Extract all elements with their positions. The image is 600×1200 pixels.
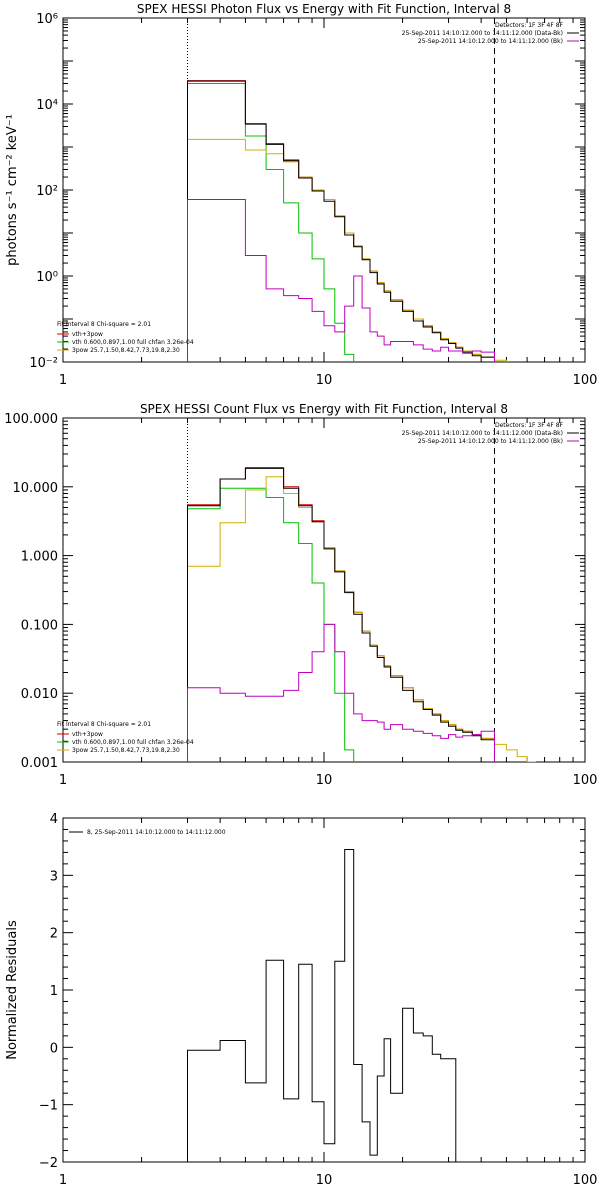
y-axis-label: Normalized Residuals xyxy=(5,920,20,1060)
y-tick-label: 10⁶ xyxy=(36,12,58,27)
series-3pow xyxy=(187,138,518,362)
panel-3: 1 10 100 −2 −1 0 1 2 3 4 Normalized Residuals 8, 25… xyxy=(5,812,597,1188)
x-tick-label: 10 xyxy=(316,773,333,788)
series-group xyxy=(187,80,518,362)
y-tick-label: 2 xyxy=(50,927,58,942)
y-tick-label: 0.010 xyxy=(21,687,58,702)
x-tick-label: 100 xyxy=(573,773,598,788)
y-tick-label: 10⁻² xyxy=(29,356,58,371)
y-tick-label: 4 xyxy=(50,812,58,827)
y-tick-label: 10⁴ xyxy=(36,98,58,113)
legend-fit-interval: Fit Interval 8 Chi-square = 2.01 xyxy=(57,321,151,328)
y-tick-label: 0 xyxy=(50,1041,58,1056)
legend-interval: 25-Sep-2011 14:10:12.000 to 14:11:12.000… xyxy=(402,30,563,37)
panel-1: SPEX HESSI Photon Flux vs Energy with Fi… xyxy=(5,2,597,388)
legend-fit-function: 3pow 25.7,1.50,8.42,7.73,19.8,2.30 xyxy=(72,347,180,354)
y-tick-label: 1 xyxy=(50,984,58,999)
x-tick-label: 1 xyxy=(59,773,67,788)
legend-fit-function: 3pow 25.7,1.50,8.42,7.73,19.8,2.30 xyxy=(72,747,180,754)
legend-fit-function: vth 0.600,0.897,1.00 full chfan 3.26e-04 xyxy=(72,739,194,746)
y-tick-label: 3 xyxy=(50,869,58,884)
y-tick-label: 10⁰ xyxy=(36,270,58,285)
series-data-bk xyxy=(187,80,495,362)
x-tick-label: 1 xyxy=(59,1173,67,1188)
legend-fit-interval: Fit Interval 8 Chi-square = 2.01 xyxy=(57,721,151,728)
panel-2: SPEX HESSI Count Flux vs Energy with Fit… xyxy=(4,402,597,788)
y-tick-label: −1 xyxy=(39,1099,58,1114)
y-tick-label: 10² xyxy=(36,184,58,199)
legend-detectors: Detectors: 1F 3F 4F 8F xyxy=(495,422,564,429)
x-tick-label: 10 xyxy=(316,373,333,388)
y-tick-label: 1.000 xyxy=(21,550,58,565)
chart-title: SPEX HESSI Count Flux vs Energy with Fit… xyxy=(140,402,508,416)
series-vth+3pow xyxy=(187,467,495,762)
x-tick-label: 100 xyxy=(573,1173,598,1188)
legend-interval: 25-Sep-2011 14:10:12.000 to 14:11:12.000… xyxy=(418,38,563,45)
legend-interval: 8, 25-Sep-2011 14:10:12.000 to 14:11:12.… xyxy=(87,829,226,836)
x-tick-label: 10 xyxy=(316,1173,333,1188)
legend-detectors: Detectors: 1F 3F 4F 8F xyxy=(495,22,564,29)
chart-title: SPEX HESSI Photon Flux vs Energy with Fi… xyxy=(137,2,511,16)
series-group xyxy=(187,849,457,1162)
legend-fit-function: vth 0.600,0.897,1.00 full chfan 3.26e-04 xyxy=(72,339,194,346)
y-tick-label: −2 xyxy=(39,1156,58,1171)
x-tick-label: 100 xyxy=(573,373,598,388)
y-tick-label: 10.000 xyxy=(13,481,59,496)
series-group xyxy=(187,467,537,762)
y-axis-label: photons s⁻¹ cm⁻² keV⁻¹ xyxy=(5,114,20,266)
legend-fit-function: vth+3pow xyxy=(72,731,103,738)
legend-interval: 25-Sep-2011 14:10:12.000 to 14:11:12.000… xyxy=(402,430,563,437)
y-tick-label: 0.001 xyxy=(21,756,58,771)
series-data-bk xyxy=(187,467,495,762)
series-vth xyxy=(187,83,363,362)
y-tick-label: 0.100 xyxy=(21,618,58,633)
legend-fit-function: vth+3pow xyxy=(72,331,103,338)
series-bk xyxy=(187,623,495,762)
series-vth xyxy=(187,487,355,762)
series-residuals xyxy=(187,849,457,1162)
legend-interval: 25-Sep-2011 14:10:12.000 to 14:11:12.000… xyxy=(418,438,563,445)
series-bk xyxy=(187,199,495,362)
x-tick-label: 1 xyxy=(59,373,67,388)
series-vth+3pow xyxy=(187,80,495,362)
y-tick-label: 100.000 xyxy=(4,412,58,427)
